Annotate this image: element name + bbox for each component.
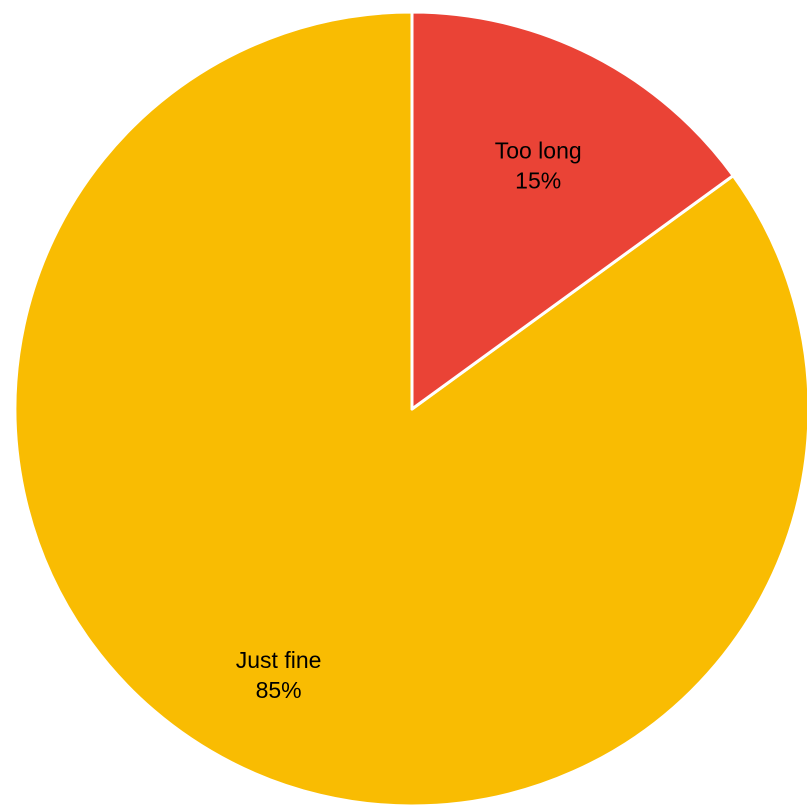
slice-label-just-fine: Just fine 85%	[236, 647, 322, 703]
slice-value-label: 85%	[256, 677, 302, 703]
pie-slices	[13, 10, 807, 808]
slice-category-label: Just fine	[236, 647, 322, 673]
pie-slice-too-long	[410, 10, 735, 411]
slice-label-too-long: Too long 15%	[495, 137, 582, 193]
slice-category-label: Too long	[495, 137, 582, 163]
pie-labels: Just fine 85% Too long 15%	[236, 137, 582, 702]
slice-value-label: 15%	[515, 167, 561, 193]
